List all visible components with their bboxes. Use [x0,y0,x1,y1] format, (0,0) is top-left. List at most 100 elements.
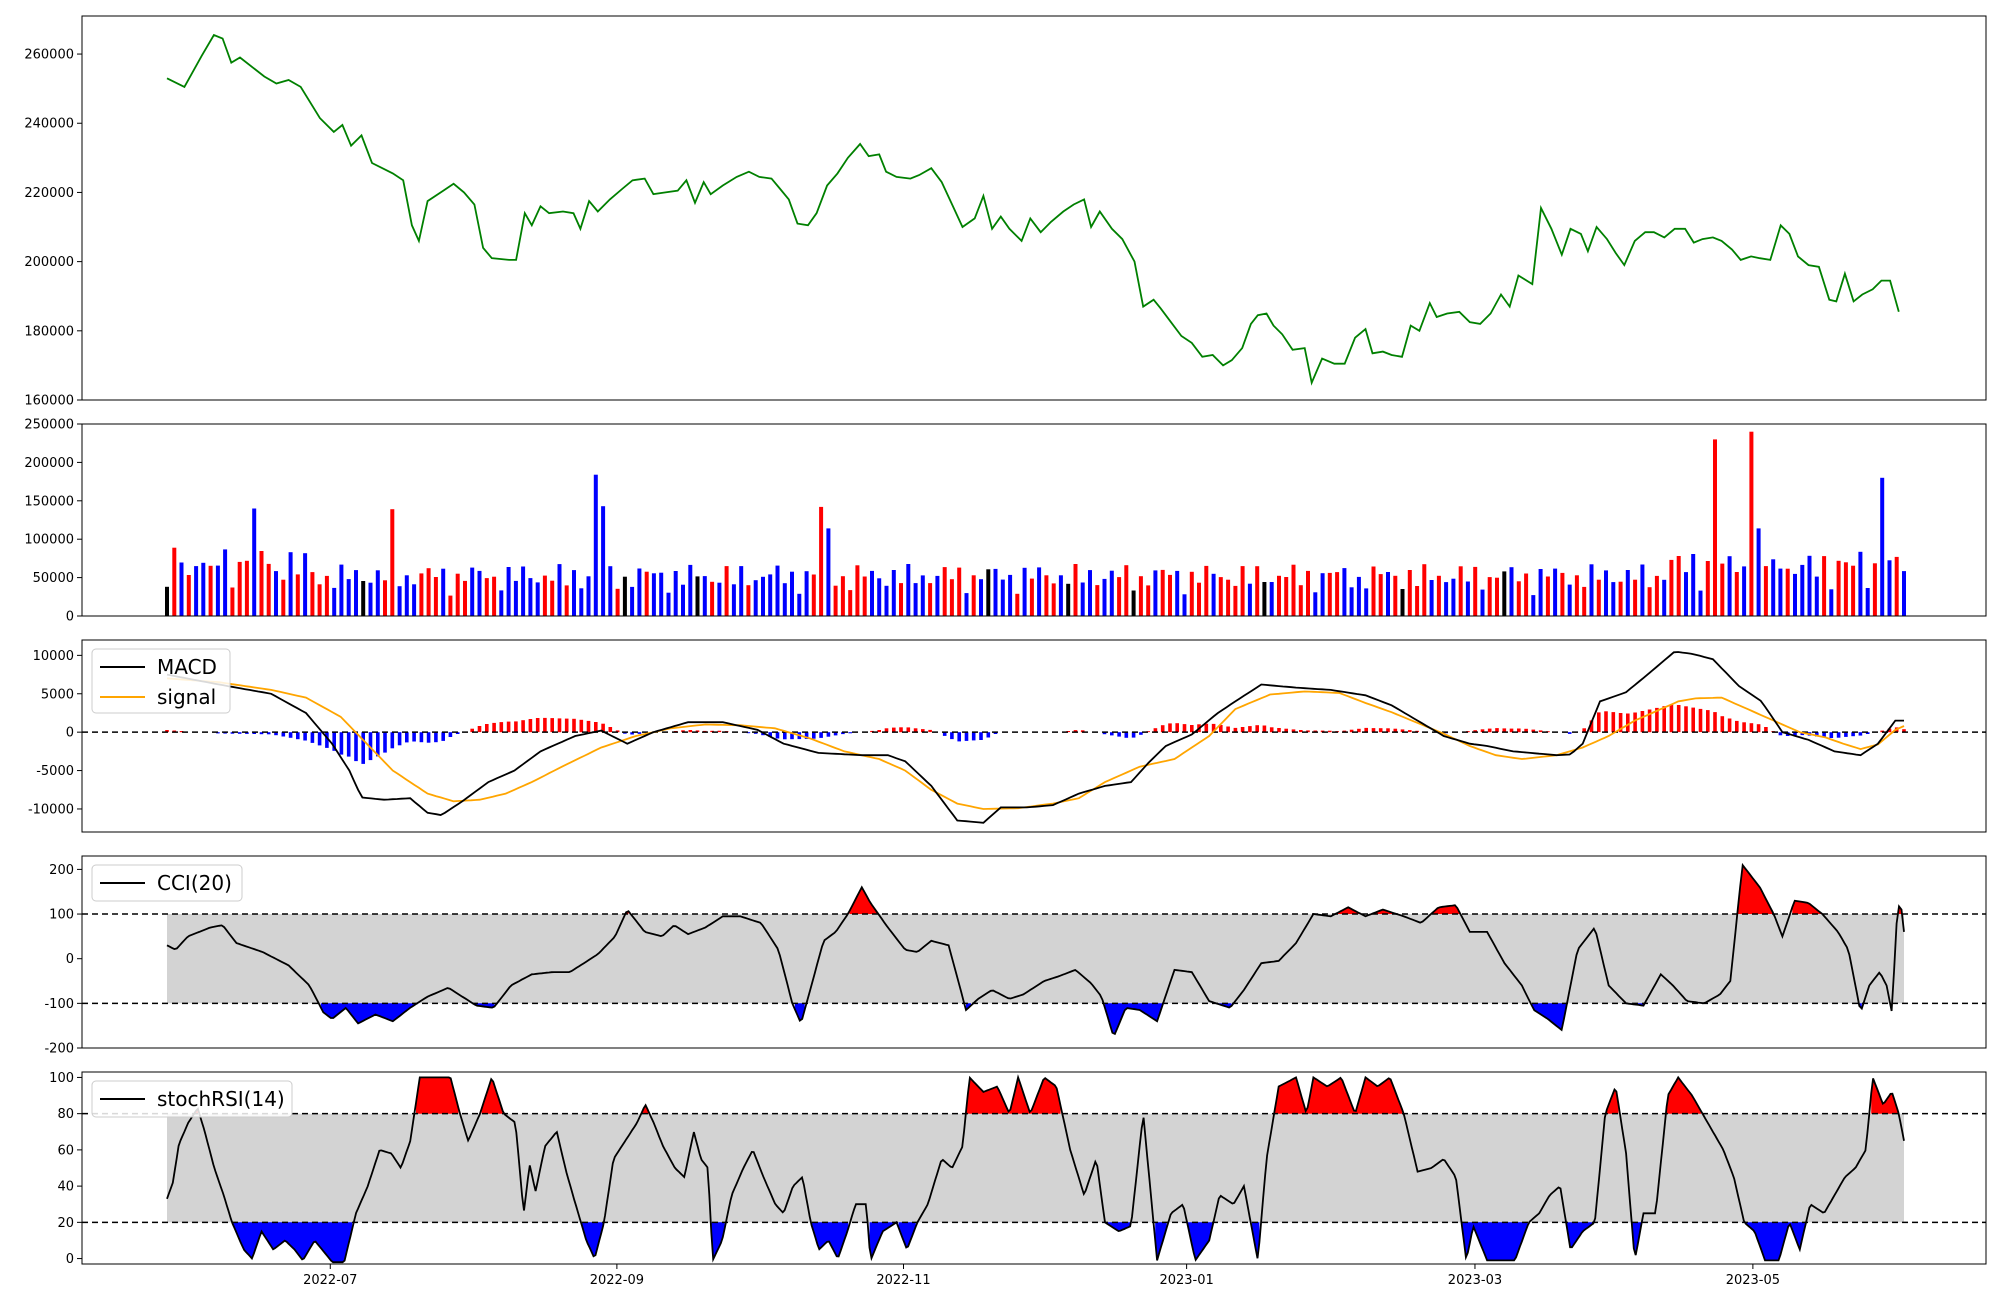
overbought-region [1274,1077,1403,1114]
volume-bar [695,576,700,616]
volume-bar [237,561,242,616]
macd-histogram-bar [383,732,387,753]
macd-histogram-bar [296,732,300,740]
macd-histogram-bar [826,732,831,737]
volume-bar [1269,582,1274,616]
volume-bar [1611,582,1616,616]
volume-bar [492,576,497,616]
volume-bar [1531,595,1536,616]
volume-bar [332,587,337,616]
overbought-region [481,1079,503,1114]
volume-bar [1509,567,1514,616]
macd-histogram-bar [368,732,373,761]
volume-bar [412,584,417,616]
macd-histogram-bar [783,732,787,740]
macd-histogram-bar [376,732,380,757]
volume-bar [1008,574,1013,616]
volume-bar [194,566,199,616]
volume-bar [746,585,751,616]
volume-bar [550,580,555,616]
macd-histogram-bar [615,730,620,733]
volume-bar [288,552,293,616]
volume-bar [1124,565,1129,616]
macd-histogram-bar [564,718,569,733]
volume-bar [463,580,467,616]
macd-histogram-bar [514,721,518,733]
macd-histogram-bar [1749,723,1754,733]
macd-histogram-bar [288,732,293,738]
volume-bar [1088,570,1092,616]
cci-y-axis: -200 -100 0 100 200 [44,863,82,1057]
macd-histogram-bar [688,730,693,733]
macd-histogram-bar [266,732,271,735]
volume-bar [310,572,315,616]
volume-bar [586,576,591,616]
y-tick-label: -200 [44,1042,74,1057]
macd-histogram-bar [1240,727,1245,733]
oversold-region [1188,1222,1214,1260]
overbought-region [641,1105,650,1114]
volume-bar [608,566,613,616]
volume-bar [1393,575,1398,616]
macd-histogram-bar [1328,730,1332,733]
volume-bar [346,579,351,616]
volume-bar [702,576,707,616]
volume-bar [208,565,213,616]
macd-histogram-bar [1386,728,1390,733]
volume-bar [1349,587,1354,616]
volume-bar [1371,566,1376,616]
x-tick-label: 2023-01 [1159,1273,1213,1288]
y-tick-label: 20 [57,1216,74,1231]
y-tick-label: -10000 [28,802,74,817]
macd-histogram-bar [1676,705,1681,733]
macd-histogram-bar [1219,725,1223,733]
volume-bar [1306,570,1310,616]
volume-frame [81,423,1987,617]
volume-bar [1080,582,1085,616]
oversold-region [869,1222,895,1259]
macd-histogram-bar [1153,728,1158,733]
macd-histogram-bar [310,732,315,743]
volume-bar [1582,586,1587,616]
macd-histogram-bar [332,732,336,751]
cci-area-layer [82,862,1986,1036]
x-tick-label: 2023-03 [1448,1273,1502,1288]
macd-histogram-bar [1509,728,1514,733]
macd-histogram-bar [1255,725,1259,733]
volume-bar [1858,551,1863,616]
y-tick-label: 250000 [24,418,74,433]
volume-panel: 0 50000 100000 150000 200000 250000 [24,418,1987,625]
volume-bar [404,575,409,616]
macd-histogram-bar [1487,728,1492,733]
macd-histogram-bar [877,730,881,733]
oversold-region [711,1222,725,1260]
y-tick-label: 200000 [24,255,74,270]
volume-bar [637,568,642,616]
volume-bar [1516,581,1521,616]
volume-bar [768,574,773,616]
volume-bar [535,582,540,616]
macd-histogram-bar [1756,724,1761,733]
y-tick-label: 160000 [24,394,74,409]
macd-histogram-bar [695,730,700,733]
volume-bar [1771,559,1776,616]
price-frame [81,15,1987,401]
macd-histogram-bar [1669,704,1674,733]
volume-bar [1851,565,1856,616]
volume-bar [1378,574,1383,616]
volume-bar [1763,566,1768,616]
volume-bar [165,586,169,616]
macd-y-axis: -10000 -5000 0 5000 10000 [28,649,82,817]
volume-bar [1146,585,1151,616]
volume-bar [1604,570,1608,616]
macd-histogram-bar [252,732,256,734]
volume-bar [688,564,693,616]
volume-bar [1465,581,1470,616]
macd-histogram-bar [1349,729,1354,733]
y-tick-label: 0 [66,610,74,625]
macd-histogram-bar [1706,710,1710,733]
macd-histogram-bar [1190,725,1194,733]
overbought-region [1666,1077,1702,1114]
volume-bar [928,583,933,616]
volume-bar [1502,571,1507,616]
